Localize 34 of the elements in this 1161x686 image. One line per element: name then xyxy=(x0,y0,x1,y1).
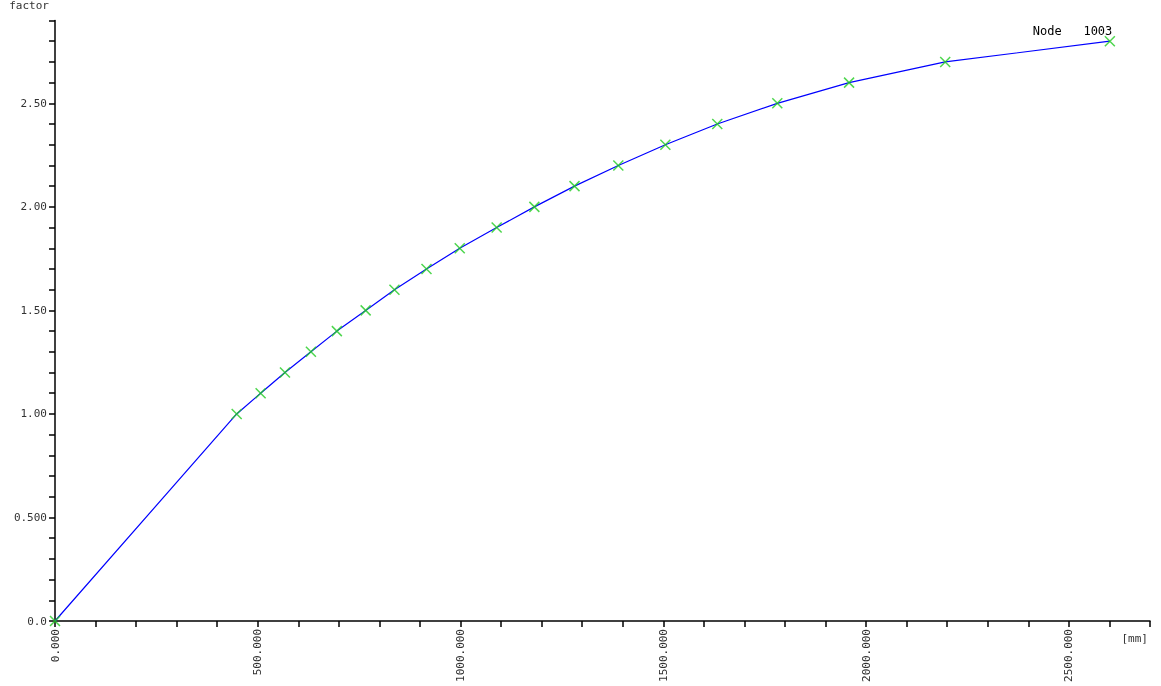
point xyxy=(771,97,784,110)
point xyxy=(453,242,466,255)
point xyxy=(939,56,951,68)
y-tick-label: 1.00 xyxy=(20,407,47,421)
y-axis-title: factor xyxy=(9,0,50,12)
point xyxy=(279,366,291,379)
point xyxy=(568,180,581,192)
point xyxy=(659,138,672,151)
y-tick-label: 2.00 xyxy=(20,200,47,214)
x-tick-label: 1000.000 xyxy=(454,629,468,682)
x-tick-label: 2500.000 xyxy=(1062,629,1076,682)
point xyxy=(711,118,724,130)
point xyxy=(612,159,625,172)
x-tick-label: 500.000 xyxy=(251,629,265,676)
point xyxy=(420,263,433,275)
y-tick-label: 0.0 xyxy=(27,614,47,628)
point xyxy=(331,325,343,337)
point xyxy=(254,387,267,399)
y-tick-label: 1.50 xyxy=(20,303,47,317)
x-tick-label: 2000.000 xyxy=(859,629,873,682)
series-label: Node 1003 xyxy=(1032,24,1113,39)
y-tick-label: 0.500 xyxy=(13,510,47,524)
point xyxy=(359,304,372,317)
x-tick-label: 1500.000 xyxy=(656,629,670,682)
point xyxy=(230,408,243,420)
y-tick-label: 2.50 xyxy=(20,96,47,110)
point xyxy=(1104,35,1116,47)
x-tick-label: 0.000 xyxy=(48,629,62,663)
point xyxy=(843,76,855,89)
point xyxy=(388,283,401,296)
point xyxy=(490,221,503,234)
x-axis-title: [mm] xyxy=(1121,632,1148,645)
point xyxy=(528,201,541,213)
point xyxy=(305,346,317,358)
